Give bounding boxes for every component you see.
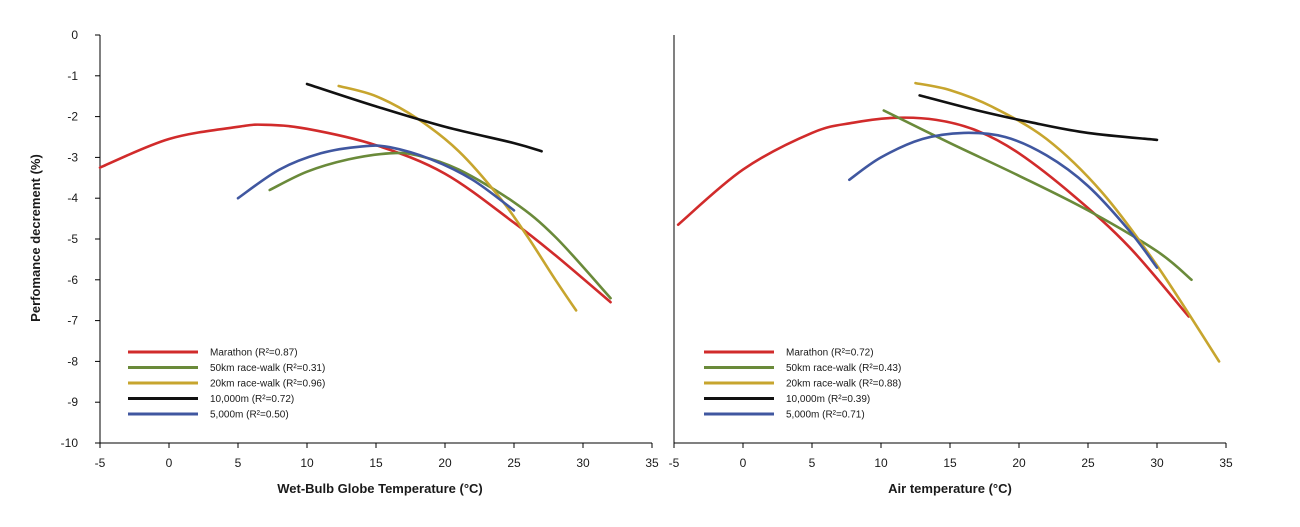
x-tick-label: 30 xyxy=(1150,456,1164,470)
series-line-3 xyxy=(918,94,1159,142)
x-tick-label: 0 xyxy=(740,456,747,470)
series-line-1 xyxy=(882,109,1193,282)
x-tick-label: 10 xyxy=(874,456,888,470)
y-tick-label: -5 xyxy=(67,232,78,246)
x-axis-title: Wet-Bulb Globe Temperature (°C) xyxy=(277,481,483,496)
x-tick-label: 35 xyxy=(645,456,659,470)
legend-label: 20km race-walk (R²=0.88) xyxy=(786,379,901,390)
y-tick-label: -3 xyxy=(67,150,78,164)
y-tick-label: -1 xyxy=(67,69,78,83)
series-line-2 xyxy=(914,81,1221,363)
series-line-4 xyxy=(848,131,1159,269)
x-tick-label: 5 xyxy=(809,456,816,470)
legend-label: 10,000m (R²=0.72) xyxy=(210,394,294,405)
x-tick-label: 0 xyxy=(166,456,173,470)
x-tick-label: 25 xyxy=(507,456,521,470)
y-tick-label: -4 xyxy=(67,191,78,205)
legend-label: 50km race-walk (R²=0.43) xyxy=(786,363,901,374)
wbgt-panel: 0 -1 -2 -3 -4 -5 -6 -7 -8 -9 -10 -5 0 5 10 15 20 25 30 35 We… xyxy=(61,28,659,496)
y-tick-label: 0 xyxy=(71,28,78,42)
x-tick-label: 20 xyxy=(438,456,452,470)
y-tick-label: -2 xyxy=(67,110,78,124)
series-line-2 xyxy=(337,84,578,312)
air-temperature-panel: -5 0 5 10 15 20 25 30 35 Air temperature (°C) Mara… xyxy=(669,35,1233,496)
series-line-1 xyxy=(268,151,612,300)
legend-label: Marathon (R²=0.72) xyxy=(786,348,874,359)
y-axis-title: Perfomance decrement (%) xyxy=(28,154,43,322)
x-tick-label: -5 xyxy=(95,456,106,470)
x-tick-label: -5 xyxy=(669,456,680,470)
legend-label: 5,000m (R²=0.50) xyxy=(210,410,289,421)
series-line-0 xyxy=(676,116,1190,318)
x-tick-label: 25 xyxy=(1081,456,1095,470)
x-tick-label: 30 xyxy=(576,456,590,470)
y-tick-label: -6 xyxy=(67,273,78,287)
y-tick-label: -7 xyxy=(67,314,78,328)
y-tick-label: -10 xyxy=(61,436,79,450)
x-axis-title: Air temperature (°C) xyxy=(888,481,1012,496)
legend-label: 20km race-walk (R²=0.96) xyxy=(210,379,325,390)
x-tick-label: 5 xyxy=(235,456,242,470)
series-line-4 xyxy=(236,144,516,212)
legend-label: Marathon (R²=0.87) xyxy=(210,348,298,359)
x-tick-label: 15 xyxy=(943,456,957,470)
x-tick-label: 35 xyxy=(1219,456,1233,470)
series-line-0 xyxy=(98,123,612,304)
series-line-3 xyxy=(305,82,543,153)
x-tick-label: 15 xyxy=(369,456,383,470)
y-tick-label: -9 xyxy=(67,395,78,409)
legend-label: 50km race-walk (R²=0.31) xyxy=(210,363,325,374)
y-tick-label: -8 xyxy=(67,354,78,368)
legend-label: 10,000m (R²=0.39) xyxy=(786,394,870,405)
x-tick-label: 10 xyxy=(300,456,314,470)
x-tick-label: 20 xyxy=(1012,456,1026,470)
legend-label: 5,000m (R²=0.71) xyxy=(786,410,865,421)
